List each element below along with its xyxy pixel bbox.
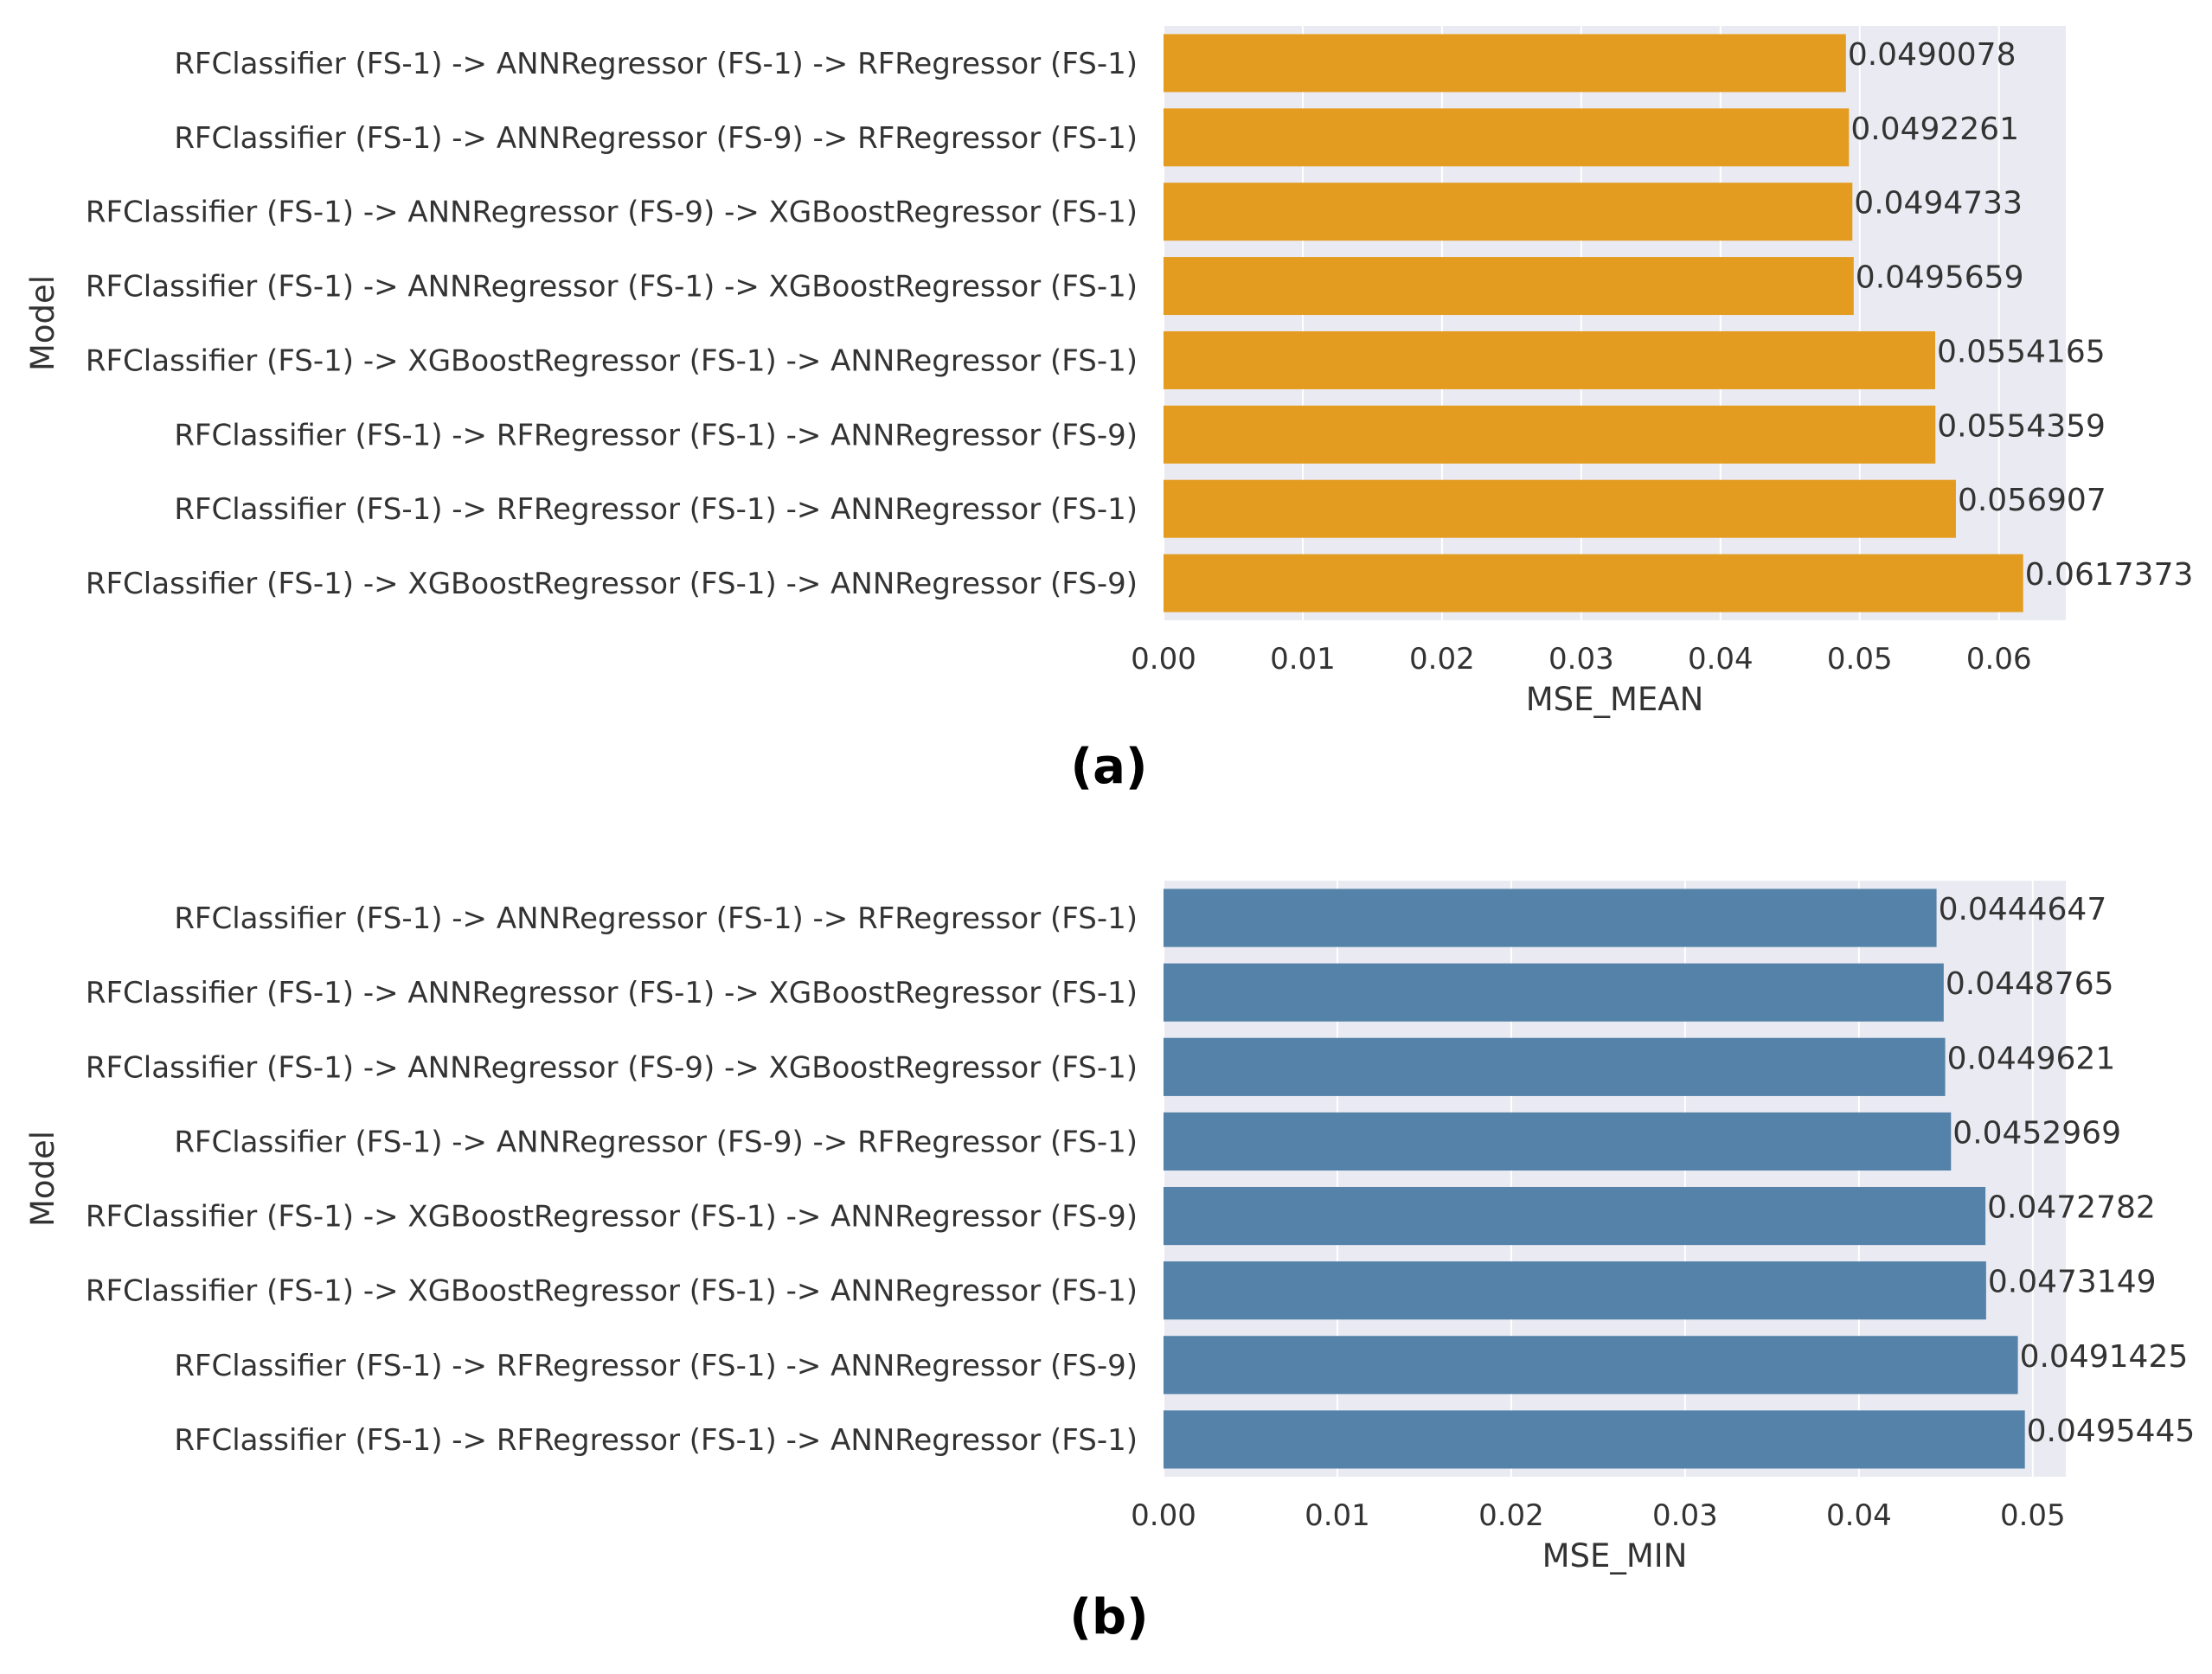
category-label: RFClassifier (FS-1) -> RFRegressor (FS-1…	[174, 418, 1138, 452]
x-tick-label: 0.02	[1478, 1498, 1544, 1533]
x-tick-label: 0.04	[1826, 1498, 1892, 1533]
bar	[1164, 1336, 2018, 1395]
value-label: 0.056907	[1958, 483, 2106, 518]
value-label: 0.0554359	[1937, 408, 2106, 444]
x-tick-label: 0.03	[1548, 642, 1614, 677]
category-label: RFClassifier (FS-1) -> RFRegressor (FS-1…	[174, 1349, 1138, 1383]
x-tick-label: 0.04	[1688, 642, 1754, 677]
bars	[1164, 888, 2025, 1469]
category-label: RFClassifier (FS-1) -> ANNRegressor (FS-…	[86, 976, 1138, 1010]
value-label: 0.0444647	[1939, 892, 2107, 927]
x-axis-title: MSE_MEAN	[1526, 681, 1704, 718]
category-label: RFClassifier (FS-1) -> ANNRegressor (FS-…	[86, 196, 1138, 230]
bar	[1164, 1186, 1986, 1246]
x-tick-label: 0.05	[1827, 642, 1893, 677]
value-label: 0.0495445	[2027, 1414, 2196, 1449]
x-tick-label: 0.00	[1131, 1498, 1196, 1533]
x-tick-labels: 0.00 0.01 0.02 0.03 0.04 0.05	[1131, 1498, 2066, 1533]
value-label: 0.0494733	[1854, 186, 2023, 221]
value-label: 0.0495659	[1856, 260, 2024, 296]
category-label: RFClassifier (FS-1) -> ANNRegressor (FS-…	[174, 1125, 1138, 1159]
x-tick-labels: 0.00 0.01 0.02 0.03 0.04 0.05 0.06	[1131, 642, 2031, 677]
category-label: RFClassifier (FS-1) -> RFRegressor (FS-1…	[174, 492, 1138, 527]
x-tick-label: 0.00	[1131, 642, 1196, 677]
x-tick-label: 0.02	[1409, 642, 1475, 677]
panel-label: (a)	[1071, 739, 1148, 795]
x-tick-label: 0.05	[2000, 1498, 2066, 1533]
bar	[1164, 257, 1854, 316]
value-label: 0.0491425	[2020, 1339, 2189, 1375]
value-label: 0.0492261	[1850, 112, 2019, 147]
panel-a-chart: RFClassifier (FS-1) -> ANNRegressor (FS-…	[24, 26, 2193, 795]
category-label: RFClassifier (FS-1) -> XGBoostRegressor …	[86, 1274, 1138, 1309]
x-tick-label: 0.01	[1270, 642, 1336, 677]
category-label: RFClassifier (FS-1) -> XGBoostRegressor …	[86, 567, 1138, 601]
bar	[1164, 108, 1850, 167]
x-axis-title: MSE_MIN	[1542, 1537, 1688, 1575]
category-label: RFClassifier (FS-1) -> ANNRegressor (FS-…	[174, 121, 1138, 156]
bar	[1164, 1037, 1946, 1096]
value-label: 0.0490078	[1848, 37, 2016, 73]
bar	[1164, 183, 1853, 241]
value-label: 0.0472782	[1987, 1190, 2156, 1226]
bars	[1164, 34, 2023, 613]
value-label: 0.0554165	[1937, 334, 2106, 369]
bar	[1164, 479, 1956, 538]
bar	[1164, 330, 1935, 389]
bar	[1164, 1261, 1986, 1320]
bar-value-labels: 0.0490078 0.0492261 0.0494733 0.0495659 0.05…	[1848, 37, 2194, 593]
value-label: 0.0617373	[2025, 557, 2194, 593]
category-label: RFClassifier (FS-1) -> ANNRegressor (FS-…	[86, 1050, 1138, 1085]
value-label: 0.0448765	[1946, 966, 2114, 1002]
category-label: RFClassifier (FS-1) -> XGBoostRegressor …	[86, 1200, 1138, 1235]
x-tick-label: 0.06	[1966, 642, 2032, 677]
bar	[1164, 888, 1937, 947]
y-tick-labels: RFClassifier (FS-1) -> ANNRegressor (FS-…	[86, 47, 1138, 601]
value-label: 0.0449621	[1947, 1041, 2116, 1076]
category-label: RFClassifier (FS-1) -> RFRegressor (FS-1…	[174, 1423, 1138, 1458]
bar	[1164, 554, 2023, 613]
category-label: RFClassifier (FS-1) -> ANNRegressor (FS-…	[174, 901, 1138, 936]
bar	[1164, 34, 1846, 93]
value-label: 0.0452969	[1952, 1115, 2121, 1151]
bar	[1164, 1410, 2025, 1469]
y-axis-title: Model	[24, 1131, 61, 1227]
y-tick-labels: RFClassifier (FS-1) -> ANNRegressor (FS-…	[86, 901, 1138, 1458]
category-label: RFClassifier (FS-1) -> ANNRegressor (FS-…	[174, 47, 1138, 81]
category-label: RFClassifier (FS-1) -> XGBoostRegressor …	[86, 343, 1138, 378]
x-tick-label: 0.03	[1652, 1498, 1718, 1533]
category-label: RFClassifier (FS-1) -> ANNRegressor (FS-…	[86, 270, 1138, 305]
bar	[1164, 405, 1936, 464]
value-label: 0.0473149	[1988, 1265, 2157, 1300]
bar	[1164, 963, 1944, 1022]
x-tick-label: 0.01	[1305, 1498, 1370, 1533]
panel-b-chart: RFClassifier (FS-1) -> ANNRegressor (FS-…	[24, 881, 2195, 1645]
bar-value-labels: 0.0444647 0.0448765 0.0449621 0.0452969 0.04…	[1939, 892, 2196, 1449]
y-axis-title: Model	[24, 275, 61, 371]
panel-label: (b)	[1069, 1589, 1148, 1645]
bar	[1164, 1112, 1952, 1171]
